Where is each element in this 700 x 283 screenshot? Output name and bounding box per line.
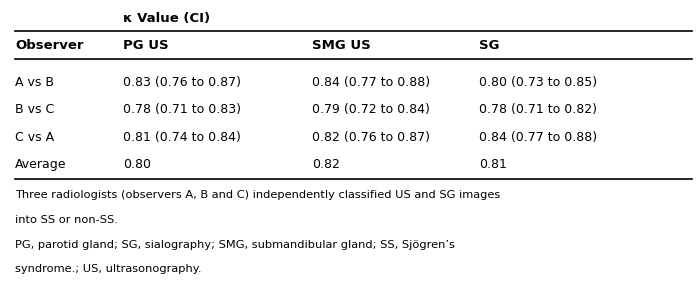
Text: 0.78 (0.71 to 0.83): 0.78 (0.71 to 0.83) bbox=[123, 103, 241, 116]
Text: SG: SG bbox=[479, 39, 500, 52]
Text: PG, parotid gland; SG, sialography; SMG, submandibular gland; SS, Sjögren’s: PG, parotid gland; SG, sialography; SMG,… bbox=[15, 240, 455, 250]
Text: 0.81 (0.74 to 0.84): 0.81 (0.74 to 0.84) bbox=[123, 130, 241, 143]
Text: 0.78 (0.71 to 0.82): 0.78 (0.71 to 0.82) bbox=[479, 103, 597, 116]
Text: 0.80: 0.80 bbox=[123, 158, 151, 171]
Text: 0.81: 0.81 bbox=[479, 158, 507, 171]
Text: B vs C: B vs C bbox=[15, 103, 55, 116]
Text: into SS or non-SS.: into SS or non-SS. bbox=[15, 215, 118, 225]
Text: 0.80 (0.73 to 0.85): 0.80 (0.73 to 0.85) bbox=[479, 76, 597, 89]
Text: 0.79 (0.72 to 0.84): 0.79 (0.72 to 0.84) bbox=[312, 103, 430, 116]
Text: 0.84 (0.77 to 0.88): 0.84 (0.77 to 0.88) bbox=[312, 76, 430, 89]
Text: A vs B: A vs B bbox=[15, 76, 55, 89]
Text: Average: Average bbox=[15, 158, 66, 171]
Text: Observer: Observer bbox=[15, 39, 84, 52]
Text: SMG US: SMG US bbox=[312, 39, 370, 52]
Text: 0.83 (0.76 to 0.87): 0.83 (0.76 to 0.87) bbox=[123, 76, 241, 89]
Text: Three radiologists (observers A, B and C) independently classified US and SG ima: Three radiologists (observers A, B and C… bbox=[15, 190, 500, 200]
Text: 0.82: 0.82 bbox=[312, 158, 340, 171]
Text: 0.84 (0.77 to 0.88): 0.84 (0.77 to 0.88) bbox=[479, 130, 597, 143]
Text: PG US: PG US bbox=[123, 39, 169, 52]
Text: C vs A: C vs A bbox=[15, 130, 55, 143]
Text: κ Value (CI): κ Value (CI) bbox=[123, 12, 211, 25]
Text: 0.82 (0.76 to 0.87): 0.82 (0.76 to 0.87) bbox=[312, 130, 430, 143]
Text: syndrome.; US, ultrasonography.: syndrome.; US, ultrasonography. bbox=[15, 264, 202, 274]
